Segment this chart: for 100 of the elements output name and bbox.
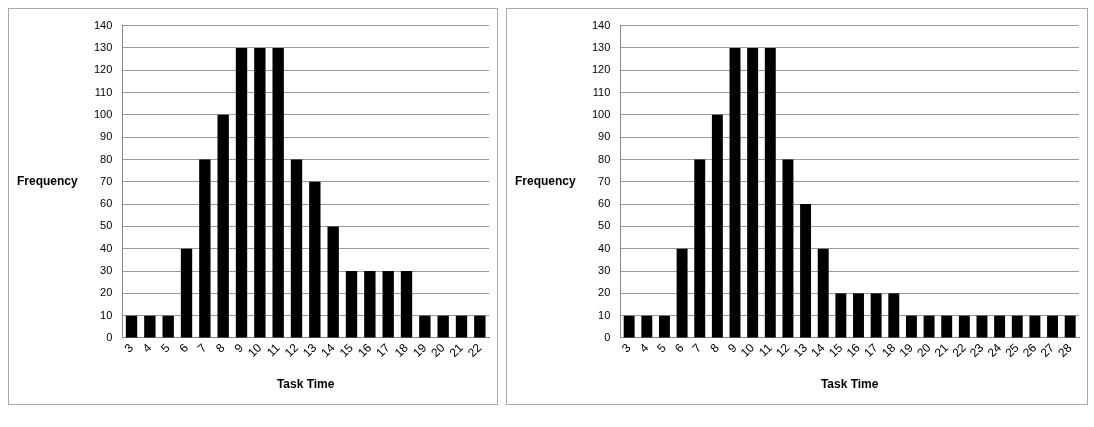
y-tick-label: 120 <box>591 63 611 76</box>
bar <box>835 293 847 338</box>
y-tick-label: 140 <box>591 18 611 31</box>
y-tick-label: 30 <box>100 264 113 277</box>
y-tick-label: 40 <box>598 241 611 254</box>
x-tick-label: 12 <box>281 340 302 360</box>
bar <box>1011 315 1023 338</box>
bar <box>729 47 741 338</box>
y-tick-label: 90 <box>100 130 113 143</box>
x-tick-label: 13 <box>299 340 320 360</box>
bar <box>419 315 431 338</box>
y-tick-label: 70 <box>598 174 611 187</box>
x-tick-label: 17 <box>373 340 393 360</box>
y-tick-label: 60 <box>598 197 611 210</box>
y-tick-label: 10 <box>100 308 113 321</box>
bar <box>144 315 156 338</box>
x-tick-label: 21 <box>931 340 952 360</box>
y-tick-label: 50 <box>598 219 611 232</box>
bar <box>327 226 339 338</box>
y-tick-label: 30 <box>598 264 611 277</box>
x-tick-label: 6 <box>176 340 192 356</box>
bar <box>923 315 935 338</box>
x-tick-label: 16 <box>354 340 375 360</box>
bar <box>162 315 174 338</box>
x-tick-label: 23 <box>967 340 987 360</box>
x-tick-label: 3 <box>619 340 634 356</box>
x-tick-label: 4 <box>139 340 155 356</box>
x-tick-label: 4 <box>636 340 652 356</box>
bar <box>272 47 284 338</box>
y-tick-label: 50 <box>100 219 113 232</box>
y-tick-label: 10 <box>598 308 611 321</box>
bar <box>254 47 266 338</box>
y-tick-label: 0 <box>604 331 611 344</box>
y-tick-label: 100 <box>591 107 611 120</box>
y-tick-label: 80 <box>100 152 113 165</box>
bar <box>994 315 1006 338</box>
x-tick-label: 9 <box>231 340 247 356</box>
x-tick-label: 28 <box>1055 340 1075 360</box>
x-tick-label: 16 <box>843 340 864 360</box>
bar <box>400 271 413 338</box>
bar <box>437 315 449 338</box>
bar <box>623 315 635 338</box>
x-tick-label: 15 <box>336 340 357 360</box>
y-tick-label: 140 <box>93 18 113 31</box>
x-tick-label: 19 <box>896 340 917 360</box>
bar <box>711 114 723 338</box>
bar <box>1047 315 1059 338</box>
x-tick-label: 8 <box>707 340 723 356</box>
x-tick-label: 17 <box>861 340 881 360</box>
x-tick-label: 14 <box>318 340 338 360</box>
bar <box>217 114 229 338</box>
bar <box>941 315 953 338</box>
bar <box>694 159 706 338</box>
x-tick-label: 5 <box>654 340 670 356</box>
y-tick-label: 70 <box>100 174 113 187</box>
x-tick-label: 19 <box>409 340 430 360</box>
x-tick-label: 20 <box>428 340 448 360</box>
y-tick-label: 120 <box>93 63 113 76</box>
bar <box>747 47 759 338</box>
x-tick-label: 10 <box>244 340 265 360</box>
x-tick-label: 6 <box>671 340 687 356</box>
bar <box>905 315 917 338</box>
bar <box>658 315 670 338</box>
y-tick-label: 0 <box>106 331 113 344</box>
x-tick-label: 26 <box>1020 340 1040 360</box>
y-tick-label: 20 <box>100 286 113 299</box>
x-axis-title: Task Time <box>276 377 335 392</box>
bar <box>1029 315 1041 338</box>
y-tick-label: 110 <box>94 85 113 98</box>
bar <box>641 315 653 338</box>
bar <box>235 47 248 338</box>
x-tick-label: 8 <box>213 340 228 356</box>
x-tick-label: 27 <box>1037 340 1058 360</box>
bar <box>364 271 376 338</box>
bar <box>382 271 394 338</box>
x-tick-label: 10 <box>737 340 758 360</box>
x-tick-label: 11 <box>756 340 775 360</box>
x-tick-label: 13 <box>790 340 811 360</box>
y-tick-label: 40 <box>100 241 113 254</box>
x-tick-label: 24 <box>984 340 1005 360</box>
bar <box>455 315 468 338</box>
bar <box>888 293 900 338</box>
bar <box>474 315 486 338</box>
x-tick-label: 18 <box>391 340 412 360</box>
y-tick-label: 130 <box>591 40 611 53</box>
y-tick-label: 80 <box>598 152 611 165</box>
bar <box>180 248 193 338</box>
x-tick-label: 9 <box>724 340 740 356</box>
x-tick-label: 18 <box>878 340 899 360</box>
x-tick-label: 12 <box>773 340 793 360</box>
x-tick-label: 11 <box>263 340 283 360</box>
bar <box>290 159 303 338</box>
x-tick-label: 5 <box>158 340 173 356</box>
x-tick-label: 3 <box>121 340 137 356</box>
y-axis-title: Frequency <box>515 174 577 189</box>
bar <box>125 315 138 338</box>
x-tick-label: 20 <box>914 340 934 360</box>
bar <box>853 293 864 338</box>
bar <box>676 248 688 338</box>
bar <box>870 293 882 338</box>
